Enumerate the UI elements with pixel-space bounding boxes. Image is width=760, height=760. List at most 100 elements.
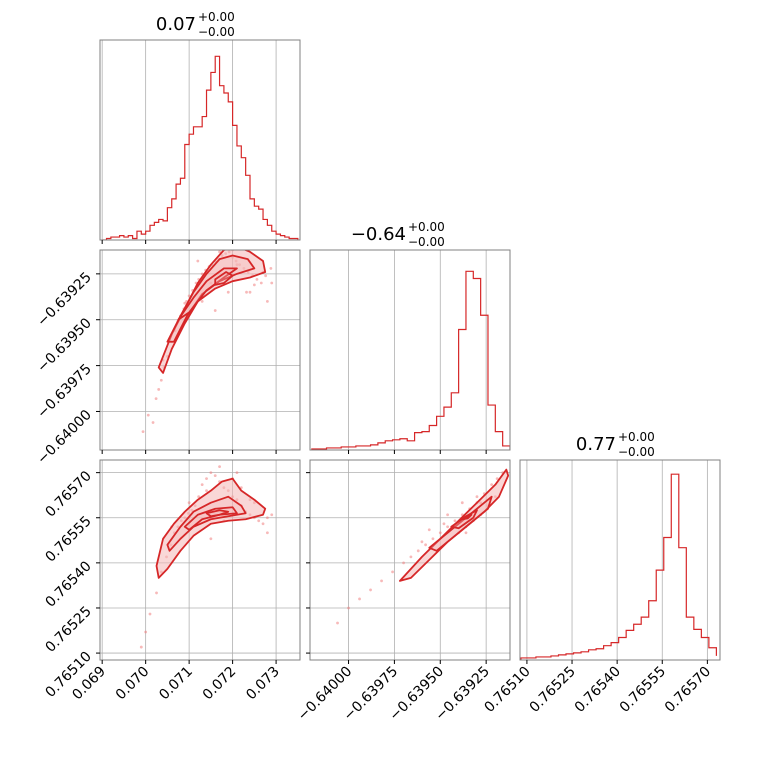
scatter-point bbox=[146, 413, 150, 417]
scatter-point bbox=[442, 522, 446, 526]
panel-frame bbox=[99, 459, 301, 661]
scatter-point bbox=[420, 540, 424, 544]
scatter-panel-2-0: 0.765100.765250.765400.765550.765700.069… bbox=[43, 459, 301, 704]
panel-frame bbox=[309, 249, 511, 451]
contour-level bbox=[205, 509, 230, 518]
scatter-point bbox=[270, 513, 274, 517]
panel-title-lower-2: −0.00 bbox=[618, 445, 655, 459]
scatter-point bbox=[265, 516, 269, 520]
contour-level bbox=[214, 271, 234, 286]
scatter-point bbox=[154, 397, 158, 401]
scatter-point bbox=[183, 301, 187, 305]
contour-level bbox=[461, 513, 473, 521]
scatter-point bbox=[213, 474, 217, 478]
scatter-point bbox=[347, 606, 350, 610]
scatter-point bbox=[424, 543, 427, 547]
scatter-point bbox=[245, 290, 248, 294]
scatter-point bbox=[200, 483, 204, 487]
histogram-panel-1: −0.64 +0.00−0.00 bbox=[309, 220, 511, 454]
scatter-point bbox=[270, 281, 274, 285]
panel-frame bbox=[309, 459, 511, 661]
histogram-step-line bbox=[311, 270, 510, 450]
scatter-point bbox=[157, 388, 161, 391]
scatter-point bbox=[226, 290, 230, 294]
x-tick-label: 0.070 bbox=[113, 664, 153, 704]
y-tick-label: 0.76555 bbox=[43, 513, 95, 565]
scatter-point bbox=[139, 645, 143, 649]
scatter-point bbox=[261, 522, 265, 526]
x-tick-label: 0.071 bbox=[156, 664, 196, 704]
scatter-point bbox=[380, 579, 383, 583]
scatter-point bbox=[402, 561, 405, 565]
scatter-point bbox=[264, 274, 268, 278]
contour-level bbox=[166, 495, 247, 552]
x-tick-label: 0.76555 bbox=[617, 664, 669, 716]
scatter-point bbox=[187, 501, 191, 505]
panel-title-upper-2: +0.00 bbox=[618, 430, 655, 444]
scatter-panel-1-0: −0.64000−0.63975−0.63950−0.63925 bbox=[34, 249, 301, 468]
scatter-point bbox=[446, 525, 450, 529]
scatter-point bbox=[144, 630, 148, 634]
y-tick-label: 0.76540 bbox=[43, 558, 95, 610]
scatter-point bbox=[495, 477, 499, 481]
panel-title-2: 0.77 bbox=[576, 434, 616, 455]
scatter-point bbox=[427, 528, 431, 532]
scatter-point bbox=[490, 483, 494, 487]
histogram-step-line bbox=[102, 55, 299, 240]
scatter-panel-2-1: −0.64000−0.63975−0.63950−0.63925 bbox=[295, 459, 511, 724]
histogram-step-line bbox=[520, 473, 717, 660]
scatter-point bbox=[159, 378, 163, 382]
scatter-point bbox=[358, 597, 361, 601]
panel-title-0: 0.07 bbox=[156, 14, 196, 35]
panel-title-1: −0.64 bbox=[351, 224, 406, 245]
scatter-point bbox=[446, 513, 450, 517]
scatter-point bbox=[265, 531, 269, 535]
contour-level bbox=[177, 267, 238, 321]
y-tick-label: 0.76570 bbox=[43, 468, 95, 520]
scatter-point bbox=[431, 537, 435, 541]
panel-title-upper-0: +0.00 bbox=[198, 10, 235, 24]
scatter-point bbox=[209, 471, 213, 475]
scatter-point bbox=[269, 266, 273, 270]
scatter-point bbox=[141, 430, 145, 434]
scatter-point bbox=[248, 290, 252, 294]
panel-title-lower-0: −0.00 bbox=[198, 25, 235, 39]
scatter-point bbox=[151, 421, 155, 424]
scatter-point bbox=[252, 283, 256, 287]
scatter-point bbox=[205, 489, 208, 493]
contour-level bbox=[166, 254, 256, 343]
scatter-point bbox=[416, 549, 420, 553]
scatter-point bbox=[438, 531, 442, 535]
scatter-point bbox=[265, 299, 269, 303]
x-tick-label: 0.073 bbox=[243, 664, 283, 704]
scatter-point bbox=[200, 299, 204, 303]
y-tick-label: 0.76525 bbox=[43, 603, 95, 655]
panel-frame bbox=[519, 459, 721, 661]
scatter-point bbox=[148, 612, 152, 616]
scatter-point bbox=[213, 309, 217, 312]
scatter-point bbox=[369, 588, 372, 592]
scatter-point bbox=[205, 477, 208, 481]
scatter-point bbox=[259, 281, 263, 285]
scatter-point bbox=[336, 621, 339, 625]
x-tick-label: 0.76570 bbox=[662, 664, 714, 716]
x-tick-label: 0.76540 bbox=[572, 664, 624, 716]
scatter-point bbox=[196, 259, 200, 263]
x-tick-label: 0.76525 bbox=[527, 664, 579, 716]
scatter-point bbox=[218, 465, 221, 469]
scatter-point bbox=[257, 519, 261, 523]
panel-frame bbox=[99, 249, 301, 451]
histogram-panel-0: 0.07 +0.00−0.00 bbox=[99, 10, 301, 244]
scatter-point bbox=[197, 495, 201, 499]
panel-frame bbox=[99, 39, 301, 241]
scatter-point bbox=[218, 250, 221, 254]
x-tick-label: 0.072 bbox=[200, 664, 240, 704]
scatter-point bbox=[391, 570, 394, 574]
scatter-point bbox=[409, 555, 413, 559]
contour-level bbox=[157, 250, 267, 374]
scatter-point bbox=[460, 501, 464, 505]
scatter-point bbox=[453, 519, 457, 523]
scatter-point bbox=[235, 471, 239, 475]
